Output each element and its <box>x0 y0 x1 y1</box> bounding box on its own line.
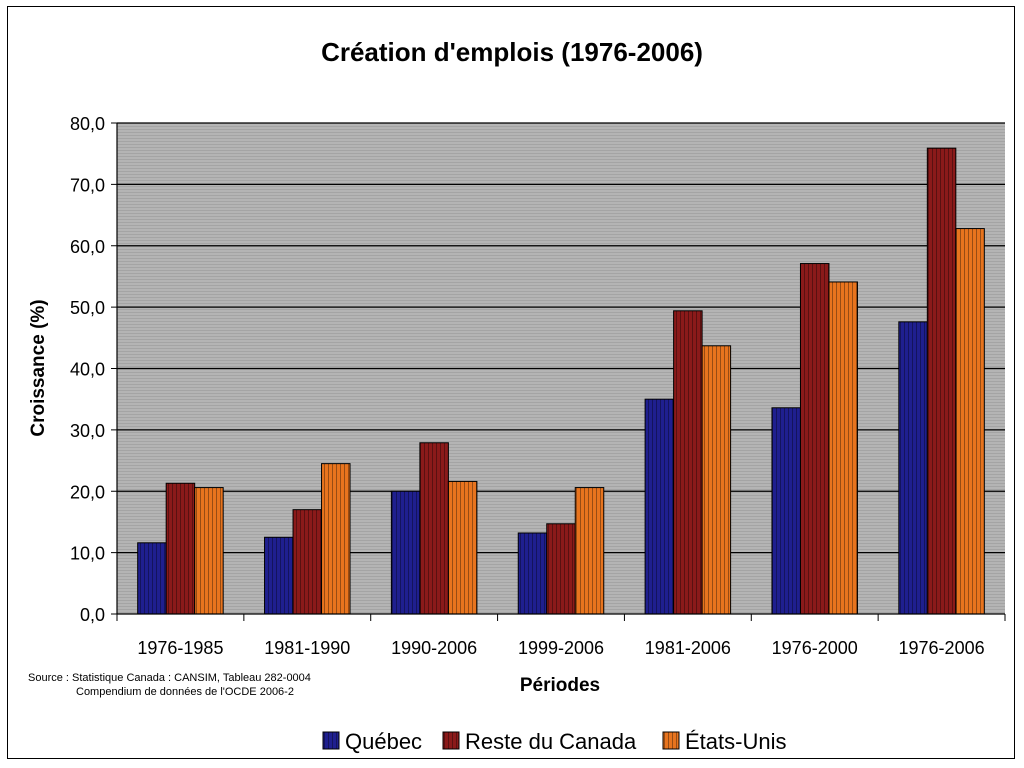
bar <box>955 228 985 615</box>
bar <box>165 482 196 615</box>
legend: Québec Reste du Canada États-Unis <box>322 729 786 754</box>
bar <box>264 536 294 615</box>
legend-swatch <box>442 731 460 750</box>
bar <box>701 345 732 615</box>
bar <box>574 487 605 615</box>
y-tick-label: 50,0 <box>70 298 105 318</box>
y-tick-label: 0,0 <box>80 605 105 625</box>
y-axis-label: Croissance (%) <box>28 299 49 436</box>
bar <box>898 321 928 615</box>
source-line-1: Source : Statistique Canada : CANSIM, Ta… <box>28 672 311 684</box>
x-tick-label: 1981-1990 <box>264 638 350 658</box>
y-tick-label: 30,0 <box>70 421 105 441</box>
bar <box>321 463 351 615</box>
x-tick-label: 1999-2006 <box>518 638 604 658</box>
bar <box>419 442 449 615</box>
bar <box>292 509 323 615</box>
x-tick-label: 1990-2006 <box>391 638 477 658</box>
x-axis-label: Périodes <box>520 675 600 696</box>
bar <box>390 490 421 615</box>
y-tick-label: 70,0 <box>70 175 105 195</box>
legend-label: Reste du Canada <box>465 729 637 754</box>
bar <box>673 310 703 615</box>
bar <box>644 398 675 615</box>
source-line-2: Compendium de données de l'OCDE 2006-2 <box>76 686 294 698</box>
legend-swatch <box>322 731 340 750</box>
y-tick-label: 60,0 <box>70 237 105 257</box>
y-tick-label: 80,0 <box>70 114 105 134</box>
bar <box>194 487 224 615</box>
y-tick-label: 20,0 <box>70 482 105 502</box>
bars-group <box>137 147 985 615</box>
bar <box>137 542 167 615</box>
bar <box>799 263 830 615</box>
chart-frame <box>7 6 1015 759</box>
x-tick-label: 1976-2006 <box>899 638 985 658</box>
legend-label: États-Unis <box>685 729 786 754</box>
legend-swatch <box>662 731 680 750</box>
bar <box>771 407 801 615</box>
chart-title: Création d'emplois (1976-2006) <box>321 37 703 67</box>
y-tick-label: 40,0 <box>70 360 105 380</box>
bar <box>517 532 548 615</box>
x-tick-label: 1981-2006 <box>645 638 731 658</box>
legend-label: Québec <box>345 729 422 754</box>
x-tick-label: 1976-2000 <box>772 638 858 658</box>
y-tick-label: 10,0 <box>70 544 105 564</box>
bar <box>546 523 576 615</box>
bar <box>926 147 957 615</box>
axes: 0,0 10,0 20,0 30,0 40,0 50,0 60,0 70,0 80,0 1976-… <box>70 114 1006 658</box>
bar <box>447 480 478 615</box>
bar <box>828 281 858 615</box>
x-tick-label: 1976-1985 <box>137 638 223 658</box>
